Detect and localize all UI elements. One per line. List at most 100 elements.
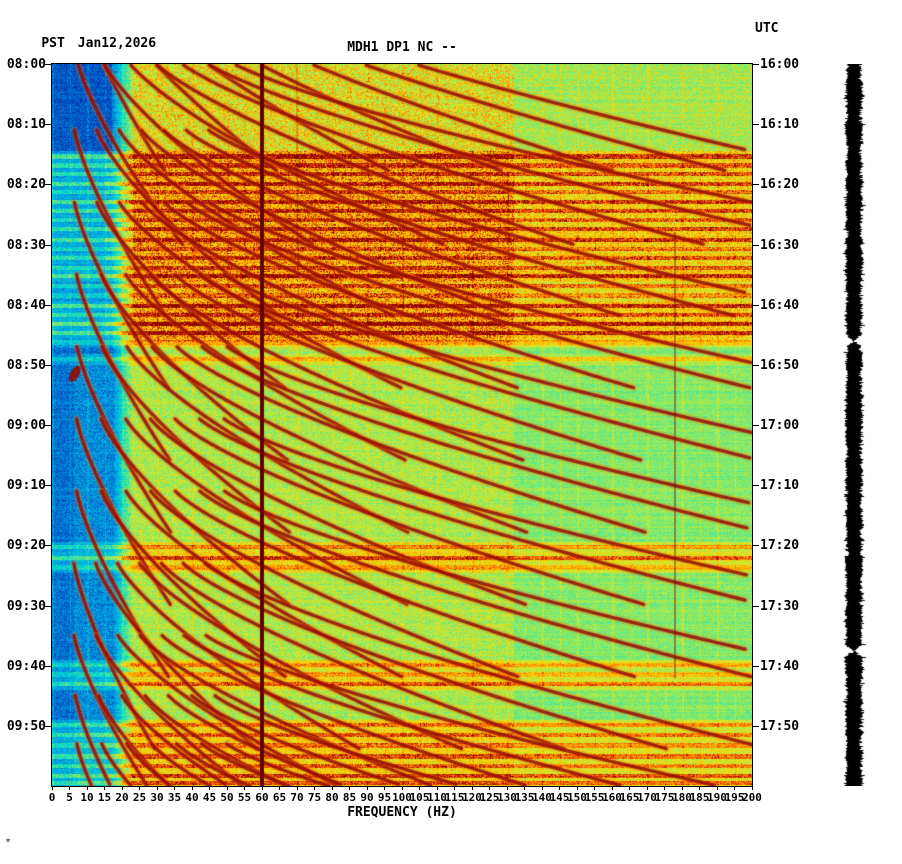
- frequency-tick-label: 0: [48, 791, 56, 804]
- frequency-tick: [279, 786, 280, 790]
- frequency-tick-label: 130: [497, 791, 517, 804]
- frequency-tick-label: 140: [532, 791, 552, 804]
- right-time-tick: [752, 725, 759, 727]
- frequency-tick-label: 65: [272, 791, 287, 804]
- frequency-tick-label: 25: [132, 791, 147, 804]
- right-time-label: 16:10: [760, 117, 800, 133]
- left-time-tick: [45, 485, 52, 487]
- right-time-label: 16:20: [760, 177, 800, 193]
- left-time-label: 08:30: [6, 237, 46, 253]
- frequency-tick-label: 95: [377, 791, 392, 804]
- frequency-tick-label: 180: [672, 791, 692, 804]
- right-time-tick: [752, 545, 759, 547]
- frequency-tick-label: 145: [549, 791, 570, 804]
- left-time-label: 09:40: [6, 658, 46, 674]
- left-time-tick: [45, 665, 52, 667]
- frequency-tick-label: 150: [567, 791, 587, 804]
- frequency-tick-label: 120: [462, 791, 482, 804]
- frequency-tick: [751, 786, 753, 790]
- right-time-label: 16:30: [760, 237, 800, 253]
- right-time-tick: [752, 665, 759, 667]
- frequency-tick: [191, 786, 193, 790]
- right-time-label: 17:50: [760, 718, 800, 734]
- frequency-tick: [471, 786, 473, 790]
- timezone-left-label: PST: [41, 36, 65, 51]
- left-time-tick: [45, 605, 52, 607]
- frequency-tick-label: 155: [584, 791, 605, 804]
- frequency-tick: [559, 786, 560, 790]
- timezone-right-label: UTC: [755, 21, 779, 36]
- frequency-tick: [314, 786, 315, 790]
- left-time-tick: [45, 124, 52, 126]
- frequency-tick: [506, 786, 508, 790]
- frequency-tick: [331, 786, 333, 790]
- frequency-tick: [594, 786, 595, 790]
- left-time-tick: [45, 725, 52, 727]
- frequency-tick: [541, 786, 543, 790]
- frequency-tick: [104, 786, 105, 790]
- left-time-label: 09:30: [6, 598, 46, 614]
- right-time-label: 16:40: [760, 297, 800, 313]
- left-time-label: 08:40: [6, 297, 46, 313]
- frequency-tick: [244, 786, 245, 790]
- frequency-tick-label: 90: [360, 791, 374, 804]
- frequency-tick: [629, 786, 630, 790]
- right-time-label: 17:30: [760, 598, 800, 614]
- frequency-tick-label: 40: [185, 791, 199, 804]
- left-time-tick: [45, 425, 52, 426]
- frequency-tick-label: 5: [66, 791, 73, 804]
- frequency-tick-label: 115: [444, 791, 465, 804]
- frequency-tick: [734, 786, 735, 790]
- frequency-tick: [209, 786, 210, 790]
- spectrogram-canvas: [51, 63, 753, 787]
- frequency-tick: [454, 786, 455, 790]
- right-time-label: 16:00: [760, 57, 800, 72]
- frequency-tick: [489, 786, 490, 790]
- right-time-tick: [752, 64, 759, 65]
- frequency-tick-label: 200: [742, 791, 762, 804]
- frequency-tick-label: 100: [392, 791, 412, 804]
- left-time-label: 08:10: [6, 117, 46, 133]
- left-time-tick: [45, 184, 52, 186]
- frequency-tick-label: 60: [255, 791, 269, 804]
- right-time-label: 16:50: [760, 357, 800, 373]
- left-time-tick: [45, 64, 52, 65]
- left-time-label: 08:20: [6, 177, 46, 193]
- frequency-tick: [524, 786, 525, 790]
- frequency-tick: [156, 786, 158, 790]
- frequency-tick-label: 55: [237, 791, 252, 804]
- left-time-label: 09:10: [6, 478, 46, 494]
- left-time-label: 08:00: [6, 57, 46, 72]
- frequency-tick: [69, 786, 70, 790]
- right-time-label: 17:10: [760, 478, 800, 494]
- frequency-tick-label: 170: [637, 791, 657, 804]
- timezone-date-left: PST Jan12,2026: [10, 21, 156, 66]
- frequency-tick-label: 135: [514, 791, 535, 804]
- frequency-tick: [576, 786, 578, 790]
- frequency-tick-label: 125: [479, 791, 500, 804]
- right-time-tick: [752, 304, 759, 306]
- frequency-tick: [261, 786, 263, 790]
- frequency-tick-label: 195: [724, 791, 745, 804]
- frequency-tick-label: 30: [150, 791, 164, 804]
- frequency-tick: [401, 786, 403, 790]
- frequency-tick-label: 50: [220, 791, 234, 804]
- frequency-tick-label: 85: [342, 791, 357, 804]
- frequency-tick-label: 110: [427, 791, 447, 804]
- frequency-tick-label: 10: [80, 791, 94, 804]
- frequency-tick: [436, 786, 438, 790]
- frequency-tick-label: 185: [689, 791, 710, 804]
- frequency-tick-label: 165: [619, 791, 640, 804]
- right-time-label: 17:20: [760, 538, 800, 554]
- frequency-tick: [86, 786, 88, 790]
- amplitude-trace-canvas: [841, 64, 867, 786]
- frequency-tick-label: 175: [654, 791, 675, 804]
- right-time-tick: [752, 124, 759, 126]
- frequency-tick-label: 70: [290, 791, 304, 804]
- frequency-tick: [419, 786, 420, 790]
- frequency-tick-label: 80: [325, 791, 339, 804]
- frequency-tick-label: 160: [602, 791, 622, 804]
- frequency-tick: [716, 786, 718, 790]
- right-time-tick: [752, 485, 759, 487]
